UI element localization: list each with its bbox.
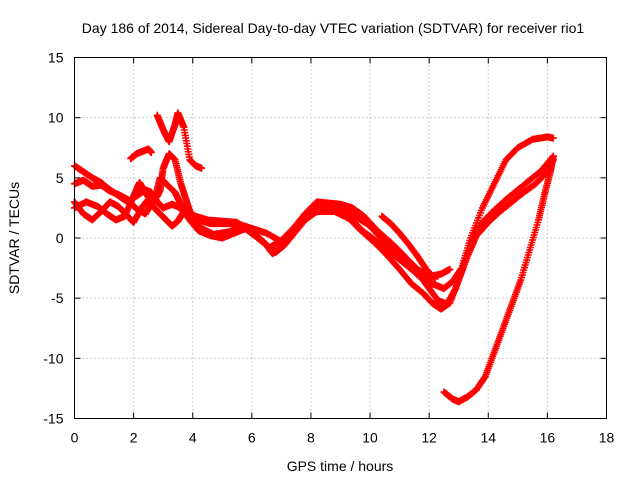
y-tick-label: 5 (56, 170, 64, 186)
series-markers (440, 152, 557, 406)
y-tick-label: -15 (43, 411, 63, 427)
series-track-f (127, 145, 155, 163)
x-tick-label: 18 (599, 430, 615, 446)
series-markers (127, 145, 155, 163)
y-tick-label: 0 (56, 230, 64, 246)
series-track-g (378, 212, 439, 283)
x-tick-label: 14 (480, 430, 496, 446)
series-track-e (153, 109, 206, 172)
x-axis-label: GPS time / hours (287, 458, 394, 474)
series-markers (378, 212, 439, 283)
x-tick-label: 0 (71, 430, 79, 446)
x-tick-label: 6 (248, 430, 256, 446)
x-tick-label: 12 (421, 430, 437, 446)
series-track-h (440, 152, 557, 406)
y-tick-label: 15 (48, 50, 64, 66)
x-tick-label: 16 (540, 430, 556, 446)
y-tick-labels: -15 -10 -5 0 5 10 15 (43, 50, 63, 427)
y-axis-label: SDTVAR / TECUs (6, 182, 22, 294)
plot-frame (74, 57, 607, 419)
x-tick-label: 8 (307, 430, 315, 446)
x-tick-label: 2 (130, 430, 138, 446)
x-tick-labels: 0 2 4 6 8 10 12 14 16 18 (71, 430, 615, 446)
y-tick-label: 10 (48, 110, 64, 126)
series-markers (153, 109, 206, 172)
x-tick-label: 10 (362, 430, 378, 446)
x-tick-label: 4 (189, 430, 197, 446)
y-tick-label: -10 (43, 350, 63, 366)
chart-title: Day 186 of 2014, Sidereal Day-to-day VTE… (82, 20, 585, 36)
y-tick-label: -5 (51, 290, 64, 306)
